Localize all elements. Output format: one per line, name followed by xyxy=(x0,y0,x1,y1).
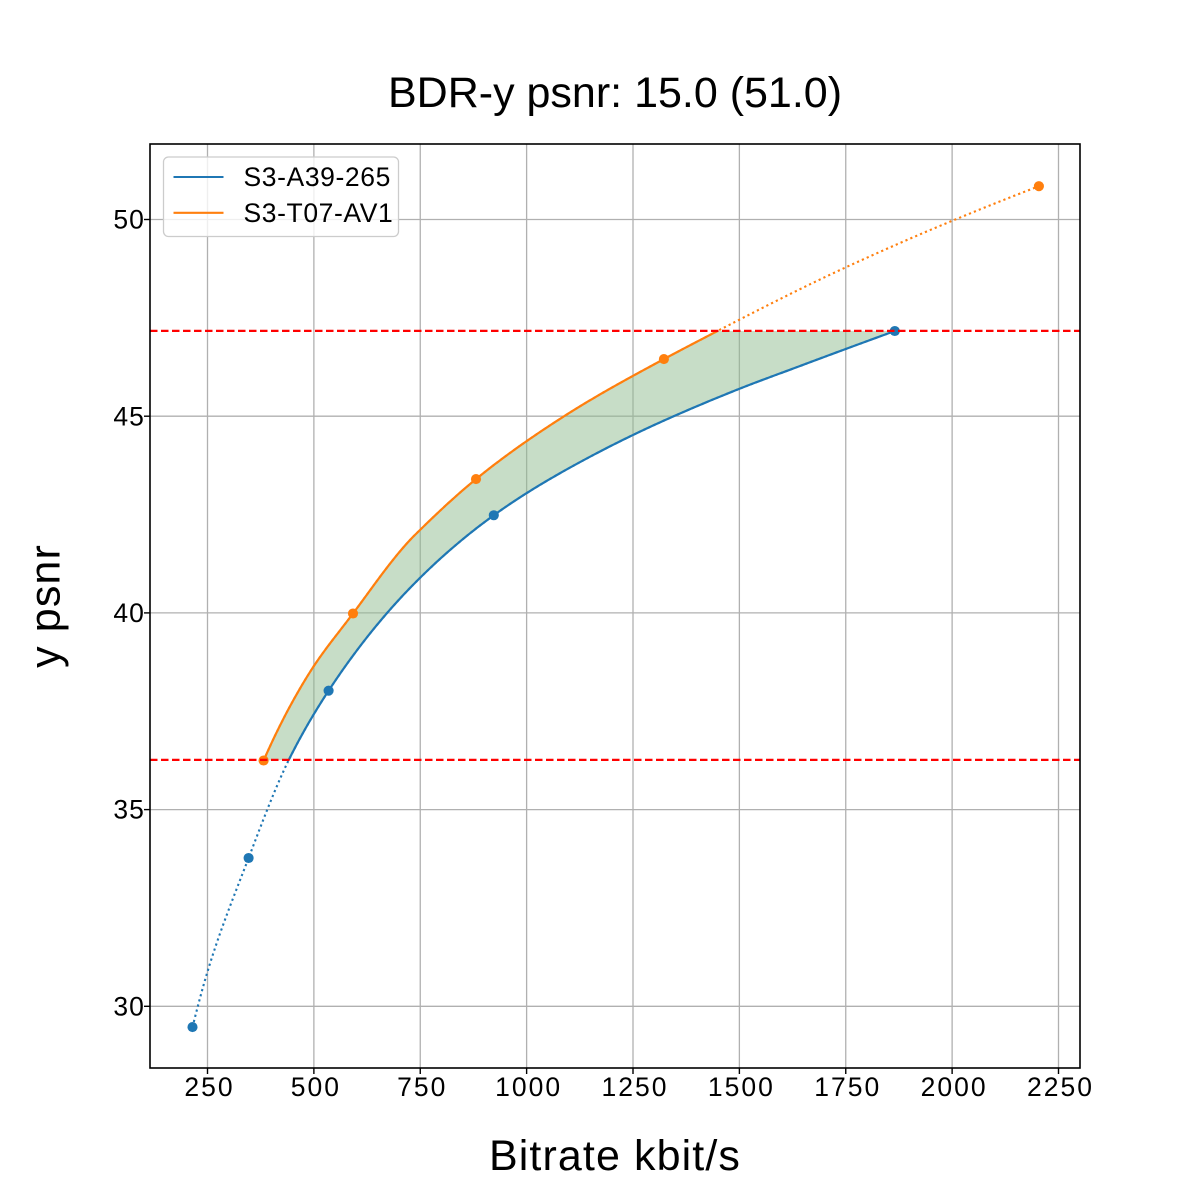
svg-text:45: 45 xyxy=(113,401,145,431)
svg-text:2250: 2250 xyxy=(1027,1072,1094,1102)
svg-text:1750: 1750 xyxy=(814,1072,881,1102)
svg-text:y psnr: y psnr xyxy=(21,544,69,668)
svg-text:BDR-y psnr: 15.0 (51.0): BDR-y psnr: 15.0 (51.0) xyxy=(388,69,842,117)
svg-text:1250: 1250 xyxy=(602,1072,669,1102)
svg-text:40: 40 xyxy=(113,598,145,628)
svg-text:S3-A39-265: S3-A39-265 xyxy=(244,162,391,192)
svg-text:30: 30 xyxy=(113,991,145,1021)
svg-text:750: 750 xyxy=(397,1072,447,1102)
svg-text:1000: 1000 xyxy=(495,1072,562,1102)
svg-text:50: 50 xyxy=(113,205,145,235)
svg-text:2000: 2000 xyxy=(921,1072,988,1102)
svg-text:S3-T07-AV1: S3-T07-AV1 xyxy=(244,198,394,228)
svg-text:500: 500 xyxy=(291,1072,341,1102)
svg-text:1500: 1500 xyxy=(708,1072,775,1102)
svg-text:250: 250 xyxy=(184,1072,234,1102)
svg-text:Bitrate kbit/s: Bitrate kbit/s xyxy=(489,1132,741,1180)
svg-text:35: 35 xyxy=(113,795,145,825)
